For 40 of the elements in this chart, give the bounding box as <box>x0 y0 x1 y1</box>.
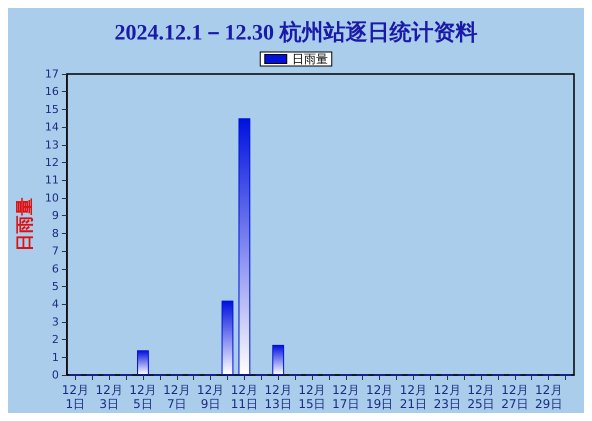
y-tick-label: 2 <box>52 333 59 346</box>
y-axis-title: 日雨量 <box>14 198 36 252</box>
bar <box>272 344 284 375</box>
x-tick-label: 12月17日 <box>332 383 360 411</box>
x-tick-label: 12月29日 <box>535 383 562 411</box>
x-tick-label: 12月1日 <box>62 383 89 411</box>
x-tick-label: 12月9日 <box>196 383 224 411</box>
y-tick-label: 8 <box>52 226 59 240</box>
x-tick-label: 12月23日 <box>434 383 461 411</box>
x-tick-label: 12月11日 <box>230 383 258 411</box>
x-tick-label: 12月27日 <box>501 383 528 411</box>
y-tick-label: 15 <box>44 102 59 116</box>
x-tick-label: 12月21日 <box>400 383 428 411</box>
legend-label: 日雨量 <box>292 52 328 66</box>
y-tick-label: 12 <box>44 156 59 170</box>
bar <box>137 350 149 375</box>
y-tick-label: 0 <box>52 368 59 382</box>
bar <box>222 300 234 375</box>
x-tick-label: 12月19日 <box>366 383 394 411</box>
x-tick-label: 12月25日 <box>467 383 495 411</box>
y-tick-label: 4 <box>52 298 59 311</box>
x-tick-label: 12月5日 <box>129 383 157 411</box>
y-tick-label: 1 <box>52 350 59 364</box>
y-tick-label: 16 <box>44 85 59 98</box>
y-tick-label: 10 <box>44 191 59 204</box>
x-tick-label: 12月15日 <box>298 383 326 411</box>
y-tick-label: 11 <box>44 174 59 187</box>
y-tick-label: 3 <box>52 315 59 328</box>
bar <box>238 118 250 375</box>
y-tick-label: 5 <box>52 280 59 293</box>
x-tick-label: 12月7日 <box>163 383 190 411</box>
y-tick-label: 9 <box>52 209 59 222</box>
y-tick-label: 17 <box>44 68 59 80</box>
y-tick-label: 13 <box>44 138 59 152</box>
x-tick-label: 12月3日 <box>96 383 123 411</box>
y-tick-label: 14 <box>44 120 59 134</box>
y-tick-label: 7 <box>52 244 59 258</box>
y-tick-label: 6 <box>52 262 59 276</box>
x-tick-label: 12月13日 <box>264 383 292 411</box>
chart-title: 2024.12.1－12.30 杭州站逐日统计资料 <box>114 20 478 44</box>
